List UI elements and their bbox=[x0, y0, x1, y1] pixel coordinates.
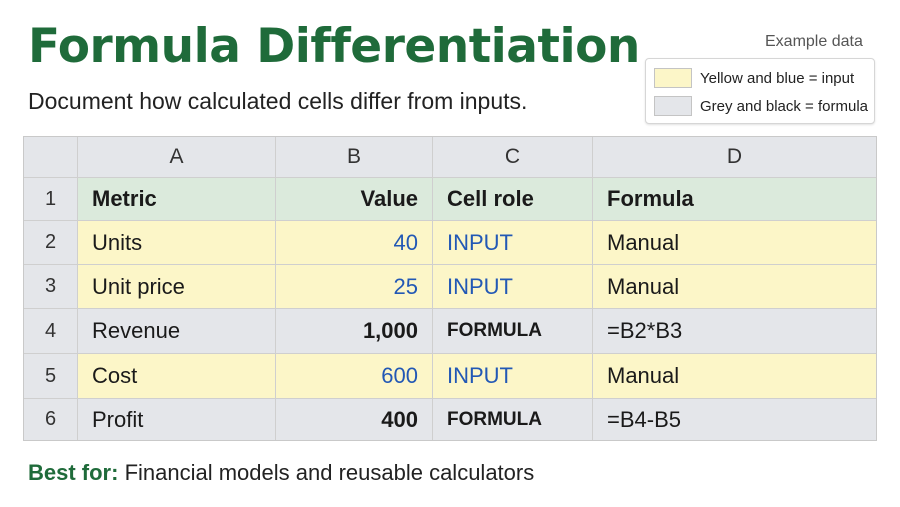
legend-label: Yellow and blue = input bbox=[700, 69, 855, 87]
cell-d6[interactable]: =B4-B5 bbox=[593, 399, 876, 440]
footer-note: Best for: Financial models and reusable … bbox=[28, 458, 534, 488]
cell-b3[interactable]: 25 bbox=[276, 265, 433, 309]
row-header-4[interactable]: 4 bbox=[24, 309, 78, 354]
page-subtitle: Document how calculated cells differ fro… bbox=[28, 88, 528, 114]
select-all-corner[interactable] bbox=[24, 137, 78, 178]
column-header-c[interactable]: C bbox=[433, 137, 593, 178]
spreadsheet-grid: A B C D 1 Metric Value Cell role Formula… bbox=[23, 136, 877, 441]
input-color-swatch bbox=[654, 68, 692, 88]
legend-item-input: Yellow and blue = input bbox=[654, 66, 854, 90]
column-header-b[interactable]: B bbox=[276, 137, 433, 178]
legend-heading: Example data bbox=[765, 33, 863, 50]
cell-c6[interactable]: FORMULA bbox=[433, 399, 593, 440]
cell-a6[interactable]: Profit bbox=[78, 399, 276, 440]
cell-a4[interactable]: Revenue bbox=[78, 309, 276, 354]
cell-a1[interactable]: Metric bbox=[78, 178, 276, 221]
cell-d4[interactable]: =B2*B3 bbox=[593, 309, 876, 354]
footer-text: Financial models and reusable calculator… bbox=[118, 460, 535, 485]
cell-d1[interactable]: Formula bbox=[593, 178, 876, 221]
cell-b1[interactable]: Value bbox=[276, 178, 433, 221]
footer-lead: Best for: bbox=[28, 460, 119, 485]
row-header-6[interactable]: 6 bbox=[24, 399, 78, 440]
cell-c2[interactable]: INPUT bbox=[433, 221, 593, 265]
cell-c5[interactable]: INPUT bbox=[433, 354, 593, 399]
column-header-d[interactable]: D bbox=[593, 137, 876, 178]
cell-c3[interactable]: INPUT bbox=[433, 265, 593, 309]
row-header-3[interactable]: 3 bbox=[24, 265, 78, 309]
legend-item-formula: Grey and black = formula bbox=[654, 94, 868, 118]
cell-b6[interactable]: 400 bbox=[276, 399, 433, 440]
cell-b4[interactable]: 1,000 bbox=[276, 309, 433, 354]
column-header-a[interactable]: A bbox=[78, 137, 276, 178]
formula-color-swatch bbox=[654, 96, 692, 116]
row-header-1[interactable]: 1 bbox=[24, 178, 78, 221]
row-header-5[interactable]: 5 bbox=[24, 354, 78, 399]
row-header-2[interactable]: 2 bbox=[24, 221, 78, 265]
cell-a2[interactable]: Units bbox=[78, 221, 276, 265]
cell-a5[interactable]: Cost bbox=[78, 354, 276, 399]
cell-a3[interactable]: Unit price bbox=[78, 265, 276, 309]
cell-c1[interactable]: Cell role bbox=[433, 178, 593, 221]
cell-b5[interactable]: 600 bbox=[276, 354, 433, 399]
cell-c4[interactable]: FORMULA bbox=[433, 309, 593, 354]
legend-label: Grey and black = formula bbox=[700, 97, 868, 115]
cell-d5[interactable]: Manual bbox=[593, 354, 876, 399]
page-title: Formula Differentiation bbox=[28, 19, 640, 74]
cell-d3[interactable]: Manual bbox=[593, 265, 876, 309]
cell-d2[interactable]: Manual bbox=[593, 221, 876, 265]
cell-b2[interactable]: 40 bbox=[276, 221, 433, 265]
legend-box: Yellow and blue = input Grey and black =… bbox=[645, 58, 875, 124]
